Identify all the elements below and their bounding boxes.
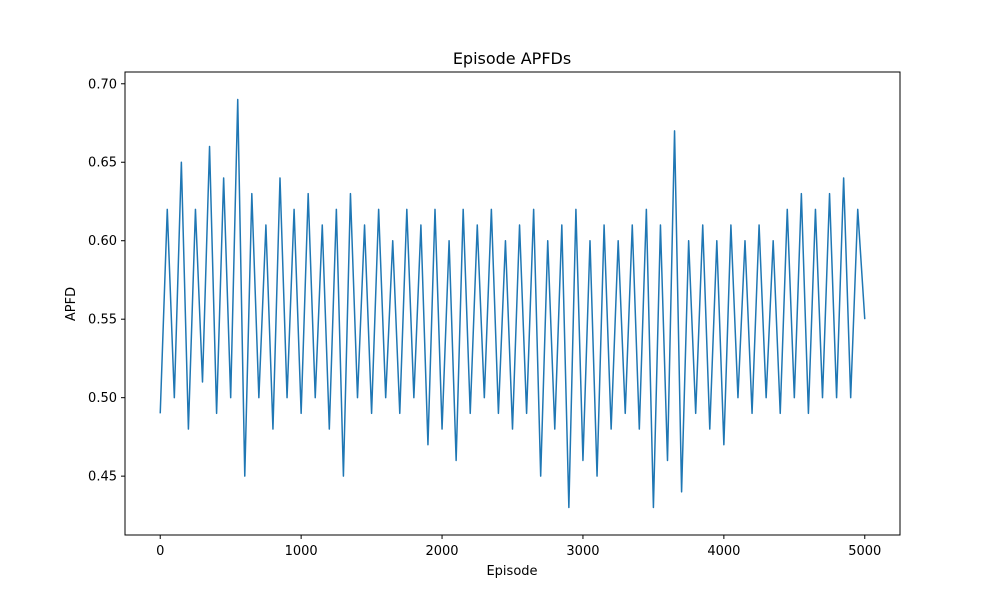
x-axis-ticks: 0 1000 2000 3000 4000 5000: [156, 535, 881, 559]
x-tick-label: 0: [156, 544, 164, 559]
x-tick-label: 4000: [707, 544, 740, 559]
x-axis-label: Episode: [486, 564, 537, 579]
x-tick-label: 5000: [848, 544, 881, 559]
y-axis-ticks: 0.45 0.50 0.55 0.60 0.65 0.70: [88, 77, 125, 485]
y-tick-label: 0.45: [88, 470, 117, 485]
x-tick-label: 2000: [425, 544, 458, 559]
plot-area: [159, 98, 866, 509]
x-tick-label: 1000: [285, 544, 318, 559]
y-tick-label: 0.50: [88, 391, 117, 406]
series-line: [159, 98, 866, 509]
chart-title: Episode APFDs: [453, 49, 571, 68]
y-tick-label: 0.70: [88, 77, 117, 92]
y-tick-label: 0.60: [88, 234, 117, 249]
plot-frame: [124, 71, 901, 536]
y-tick-label: 0.55: [88, 313, 117, 328]
y-axis-label: APFD: [64, 287, 79, 321]
x-tick-label: 3000: [566, 544, 599, 559]
y-tick-label: 0.65: [88, 156, 117, 171]
